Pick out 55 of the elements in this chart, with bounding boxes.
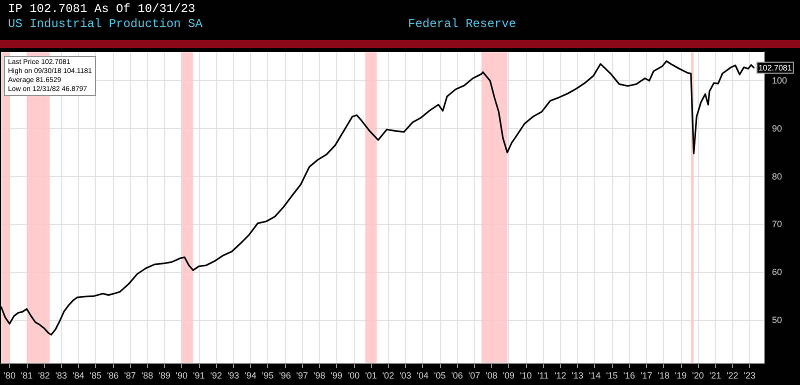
x-tick-label: '94 (244, 370, 256, 380)
text: IP 102.7081 As Of 10/31/23 (8, 2, 196, 17)
x-tick-label: '85 (90, 370, 102, 380)
x-tick-label: '06 (451, 370, 463, 380)
x-tick-label: '99 (330, 370, 342, 380)
x-tick-label: '16 (623, 370, 636, 380)
x-tick-label: '11 (538, 370, 549, 380)
x-tick-label: '08 (486, 370, 498, 380)
x-tick-label: '15 (606, 370, 618, 380)
x-tick-label: '92 (210, 370, 222, 380)
x-tick-label: '00 (348, 370, 360, 380)
x-tick-label: '84 (72, 370, 84, 380)
x-tick-label: '09 (502, 370, 515, 380)
x-tick-label: '19 (674, 370, 687, 380)
y-tick-label: 100 (772, 76, 788, 86)
x-tick-label: '89 (158, 370, 170, 380)
x-tick-label: '81 (20, 370, 33, 380)
y-tick-label: 60 (772, 267, 782, 278)
y-tick-label: 70 (772, 219, 782, 230)
x-tick-label: '96 (279, 370, 291, 380)
x-tick-label: '23 (744, 370, 756, 380)
annotation: 102.7081 (758, 63, 792, 72)
x-tick-label: '80 (4, 370, 16, 380)
x-tick-label: '12 (554, 370, 566, 380)
x-tick-label: '04 (416, 370, 429, 380)
x-tick-label: '95 (262, 370, 274, 380)
chart-subtitle: Federal Reserve (408, 17, 516, 32)
x-tick-label: '02 (382, 370, 394, 380)
x-tick-label: '90 (176, 370, 188, 380)
x-tick-label: '05 (434, 370, 446, 380)
x-tick-label: '97 (296, 370, 308, 380)
y-tick-label: 50 (772, 314, 782, 325)
x-tick-label: '20 (692, 370, 704, 380)
x-tick-label: '88 (141, 370, 154, 380)
x-tick-label: '22 (726, 370, 738, 380)
x-tick-label: '83 (55, 370, 68, 380)
chart-title: US Industrial Production SA (8, 17, 204, 32)
x-tick-label: '87 (124, 370, 136, 380)
x-tick-label: '98 (313, 370, 326, 380)
x-tick-label: '01 (365, 370, 377, 380)
x-tick-label: '17 (640, 370, 652, 380)
x-tick-label: '82 (38, 370, 50, 380)
x-tick-label: '07 (468, 370, 480, 380)
y-tick-label: 90 (772, 124, 782, 134)
x-tick-label: '10 (520, 370, 532, 380)
x-tick-label: '86 (106, 370, 119, 380)
x-tick-label: '03 (400, 370, 412, 380)
x-tick-label: '91 (193, 370, 205, 380)
x-tick-label: '21 (709, 370, 722, 380)
x-tick-label: '18 (658, 370, 670, 380)
x-tick-label: '13 (572, 370, 584, 380)
x-tick-label: '14 (588, 370, 601, 380)
line-series (0, 60, 755, 336)
y-tick-label: 80 (772, 171, 782, 182)
x-tick-label: '93 (227, 370, 240, 380)
